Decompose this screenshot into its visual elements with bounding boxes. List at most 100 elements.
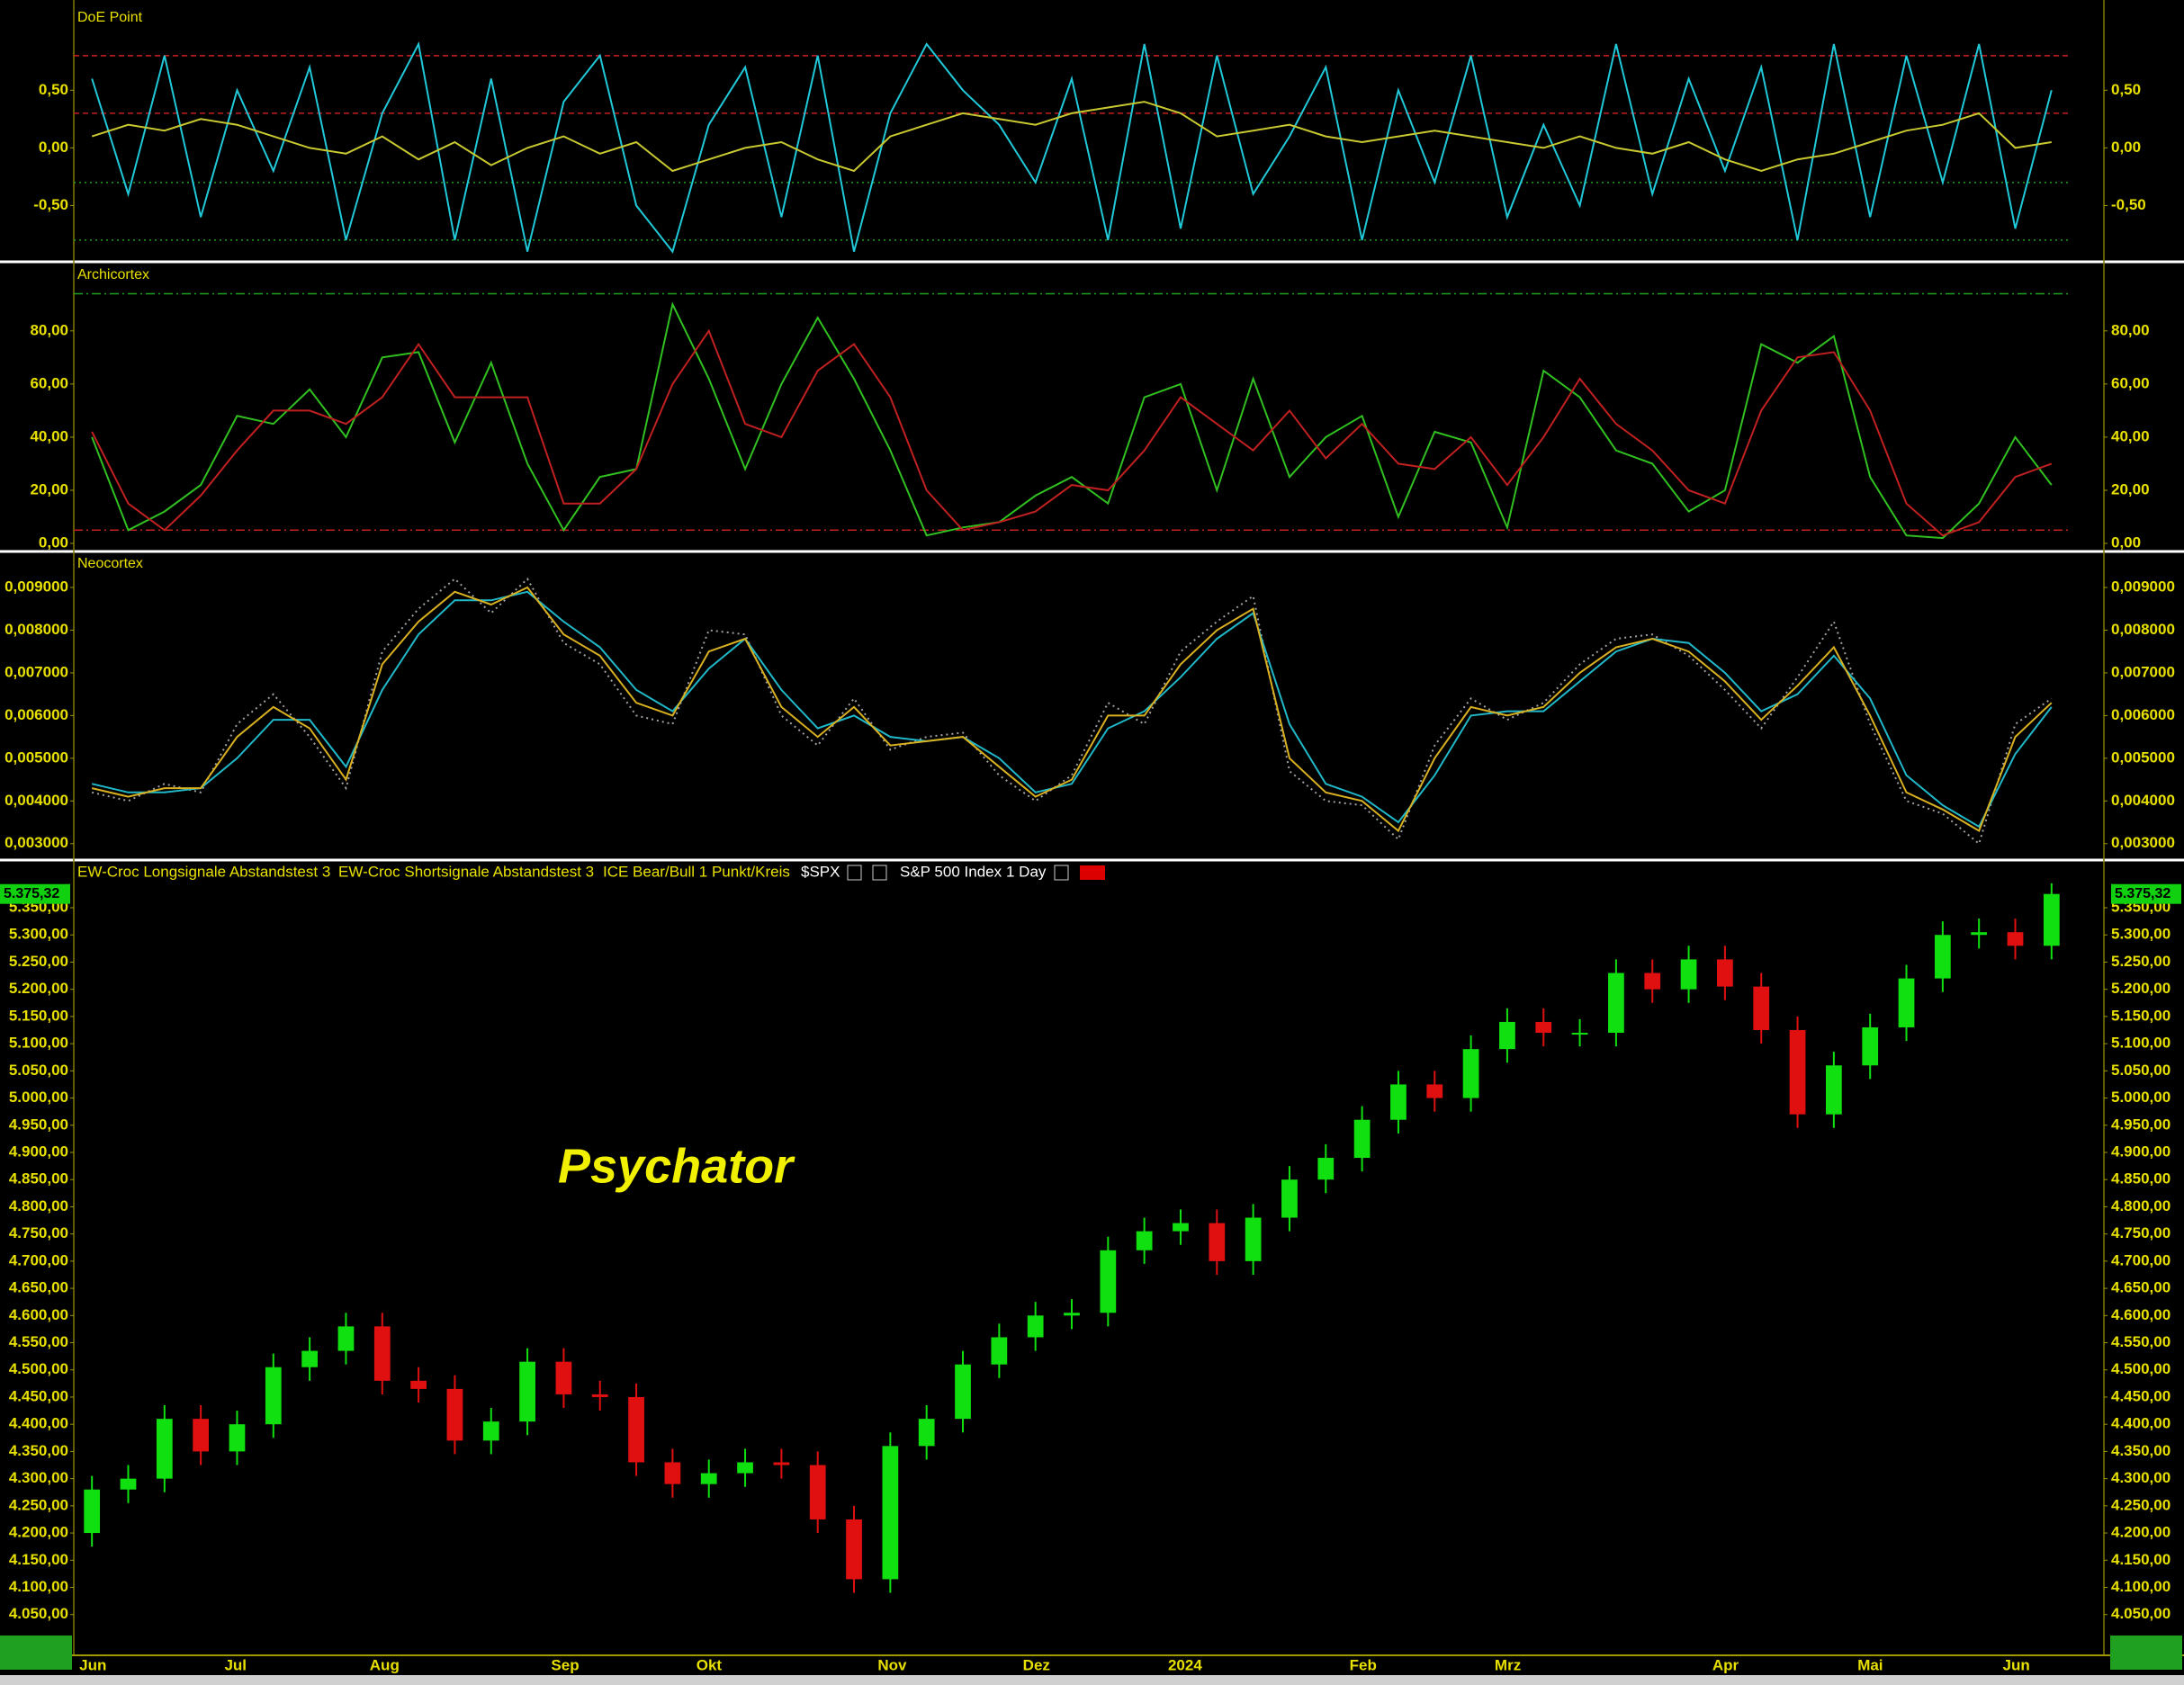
candle-body — [1934, 935, 1951, 979]
y-tick-label: 0,008000 — [4, 621, 68, 638]
y-tick-label: 0,009000 — [4, 578, 68, 596]
candle-body — [1390, 1084, 1407, 1120]
candle-body — [519, 1361, 535, 1422]
y-tick-label: 4.950,00 — [2111, 1116, 2171, 1133]
x-tick-label: Jul — [224, 1656, 247, 1673]
y-tick-label: 5.250,00 — [9, 953, 68, 970]
candle-body — [1898, 978, 1915, 1027]
candle-body — [1462, 1049, 1479, 1098]
y-tick-label: 4.600,00 — [9, 1306, 68, 1323]
candle-body — [1826, 1065, 1842, 1115]
candle-body — [1426, 1084, 1443, 1098]
y-tick-label: 0,00 — [2111, 139, 2141, 156]
annotation: Psychator — [558, 1139, 795, 1193]
legend-item: EW-Croc Shortsignale Abstandstest 3 — [338, 863, 594, 880]
candle-body — [628, 1396, 644, 1463]
scrollbar[interactable] — [0, 1675, 2184, 1685]
line-series — [91, 328, 2053, 537]
panel-title: DoE Point — [77, 10, 143, 25]
y-tick-label: -0,50 — [33, 196, 68, 213]
candle-body — [482, 1421, 499, 1441]
y-tick-label: 20,00 — [30, 480, 68, 497]
y-tick-label: 60,00 — [30, 374, 68, 391]
y-tick-label: 5.050,00 — [9, 1062, 68, 1079]
y-tick-label: -0,50 — [2111, 196, 2146, 213]
y-tick-label: 4.800,00 — [2111, 1197, 2171, 1214]
y-tick-label: 4.150,00 — [9, 1551, 68, 1568]
y-tick-label: 4.050,00 — [2111, 1605, 2171, 1622]
candle-body — [591, 1394, 608, 1397]
x-tick-label: Jun — [2003, 1656, 2030, 1673]
candle-body — [1862, 1026, 1879, 1066]
candle-body — [84, 1489, 101, 1534]
candle-body — [1971, 932, 1988, 936]
candle-body — [700, 1473, 717, 1484]
y-tick-label: 0,00 — [39, 139, 68, 156]
candle-body — [918, 1419, 935, 1447]
y-tick-label: 4.400,00 — [2111, 1415, 2171, 1432]
y-tick-label: 0,50 — [2111, 81, 2141, 98]
y-tick-label: 4.100,00 — [2111, 1578, 2171, 1595]
y-tick-label: 5.050,00 — [2111, 1062, 2171, 1079]
last-value-label: 5.375,32 — [2115, 886, 2171, 901]
y-tick-label: 4.950,00 — [9, 1116, 68, 1133]
close-button[interactable] — [1080, 865, 1105, 880]
candle-body — [1571, 1033, 1588, 1035]
candle-body — [410, 1380, 427, 1389]
x-tick-label: Feb — [1350, 1656, 1377, 1673]
y-tick-label: 4.700,00 — [9, 1251, 68, 1268]
candle-body — [1281, 1179, 1298, 1218]
y-tick-label: 0,009000 — [2111, 578, 2175, 596]
candle-body — [301, 1350, 318, 1367]
dropdown[interactable] — [847, 865, 862, 881]
panel-title: Archicortex — [77, 267, 149, 282]
y-tick-label: 5.100,00 — [2111, 1035, 2171, 1052]
y-tick-label: 4.600,00 — [2111, 1306, 2171, 1323]
y-tick-label: 4.500,00 — [9, 1360, 68, 1377]
y-tick-label: 4.150,00 — [2111, 1551, 2171, 1568]
line-series — [91, 40, 2053, 254]
y-tick-label: 4.750,00 — [9, 1224, 68, 1241]
y-tick-label: 0,003000 — [4, 834, 68, 851]
x-tick-label: Okt — [697, 1656, 723, 1673]
y-tick-label: 4.800,00 — [9, 1197, 68, 1214]
status-box — [0, 1636, 72, 1670]
candle-body — [1753, 986, 1770, 1030]
candle-body — [555, 1361, 572, 1394]
line-series — [91, 586, 2053, 833]
candle-body — [2043, 893, 2060, 946]
y-tick-label: 0,005000 — [4, 748, 68, 766]
candle-body — [120, 1478, 137, 1490]
candle-body — [1535, 1021, 1552, 1034]
y-tick-label: 4.100,00 — [9, 1578, 68, 1595]
y-tick-label: 4.450,00 — [2111, 1387, 2171, 1404]
y-tick-label: 4.200,00 — [2111, 1524, 2171, 1541]
x-tick-label: Apr — [1712, 1656, 1739, 1673]
y-tick-label: 20,00 — [2111, 480, 2150, 497]
y-tick-label: 4.850,00 — [2111, 1170, 2171, 1188]
y-tick-label: 5.300,00 — [2111, 926, 2171, 943]
candle-body — [1100, 1250, 1117, 1313]
symbol[interactable]: $SPX — [801, 863, 840, 880]
y-tick-label: 0,005000 — [2111, 748, 2175, 766]
instrument: S&P 500 Index — [900, 863, 1002, 880]
y-tick-label: 5.200,00 — [9, 980, 68, 997]
candle-body — [1644, 972, 1661, 990]
candle-body — [1245, 1217, 1262, 1261]
candle-body — [955, 1364, 971, 1420]
y-tick-label: 5.100,00 — [9, 1035, 68, 1052]
dropdown[interactable] — [872, 865, 887, 881]
dropdown[interactable] — [1054, 865, 1069, 881]
panel-title: Neocortex — [77, 556, 143, 571]
candle-body — [991, 1337, 1008, 1365]
last-value-label: 5.375,32 — [4, 886, 59, 901]
y-tick-label: 4.350,00 — [2111, 1442, 2171, 1459]
candle-body — [809, 1465, 826, 1519]
candle-body — [1064, 1313, 1080, 1316]
candle-body — [1173, 1223, 1189, 1232]
legend-item: EW-Croc Longsignale Abstandstest 3 — [77, 863, 330, 880]
candle-body — [773, 1462, 790, 1465]
